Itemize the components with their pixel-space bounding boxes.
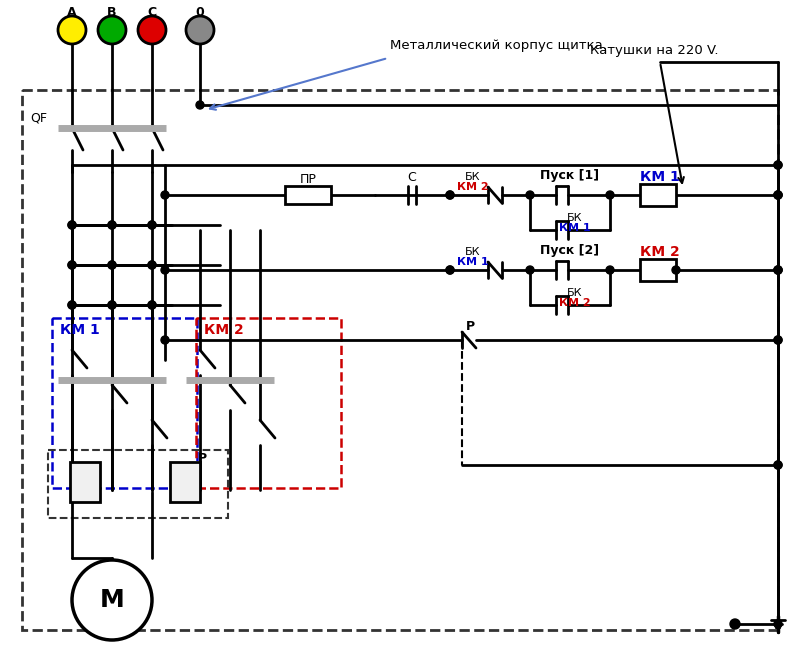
Text: КМ 2: КМ 2 xyxy=(204,323,244,337)
Text: КМ 2: КМ 2 xyxy=(640,245,680,259)
Circle shape xyxy=(68,301,76,309)
Circle shape xyxy=(148,261,156,269)
Bar xyxy=(285,186,331,204)
Circle shape xyxy=(161,266,169,274)
Bar xyxy=(70,462,100,502)
Bar xyxy=(640,184,676,206)
Text: Пуск [1]: Пуск [1] xyxy=(541,168,599,182)
Bar xyxy=(196,318,341,488)
Circle shape xyxy=(98,16,126,44)
Circle shape xyxy=(774,461,782,469)
Text: БК: БК xyxy=(567,213,582,223)
Circle shape xyxy=(446,191,454,199)
Circle shape xyxy=(108,221,116,229)
Text: КМ 1: КМ 1 xyxy=(457,257,489,267)
Circle shape xyxy=(774,336,782,344)
Circle shape xyxy=(774,266,782,274)
Circle shape xyxy=(774,161,782,169)
Circle shape xyxy=(774,620,782,628)
Circle shape xyxy=(68,301,76,309)
Circle shape xyxy=(774,191,782,199)
Circle shape xyxy=(108,221,116,229)
Circle shape xyxy=(148,301,156,309)
Circle shape xyxy=(672,266,680,274)
Text: Металлический корпус щитка.: Металлический корпус щитка. xyxy=(390,38,607,52)
Text: БК: БК xyxy=(567,288,582,298)
Circle shape xyxy=(108,301,116,309)
Circle shape xyxy=(774,336,782,344)
Circle shape xyxy=(446,266,454,274)
Text: В: В xyxy=(107,5,117,19)
Text: А: А xyxy=(67,5,77,19)
Circle shape xyxy=(148,301,156,309)
Text: ПР: ПР xyxy=(299,172,317,186)
Circle shape xyxy=(446,266,454,274)
Circle shape xyxy=(138,16,166,44)
Text: Катушки на 220 V.: Катушки на 220 V. xyxy=(590,44,718,56)
Circle shape xyxy=(148,221,156,229)
Text: КМ 1: КМ 1 xyxy=(559,223,591,233)
Circle shape xyxy=(68,261,76,269)
Bar xyxy=(48,450,228,518)
Circle shape xyxy=(606,191,614,199)
Circle shape xyxy=(526,191,534,199)
Text: КМ 1: КМ 1 xyxy=(640,170,680,184)
Circle shape xyxy=(72,560,152,640)
Circle shape xyxy=(774,191,782,199)
Circle shape xyxy=(526,266,534,274)
Text: 0: 0 xyxy=(196,5,204,19)
Circle shape xyxy=(446,191,454,199)
Circle shape xyxy=(196,101,204,109)
Text: QF: QF xyxy=(30,111,47,125)
Circle shape xyxy=(68,221,76,229)
Text: Пуск [2]: Пуск [2] xyxy=(541,243,599,257)
Circle shape xyxy=(68,221,76,229)
Circle shape xyxy=(58,16,86,44)
Circle shape xyxy=(774,266,782,274)
Text: С: С xyxy=(408,170,416,184)
Circle shape xyxy=(774,191,782,199)
Circle shape xyxy=(108,261,116,269)
Circle shape xyxy=(108,261,116,269)
Text: КМ 2: КМ 2 xyxy=(559,298,591,308)
Circle shape xyxy=(730,619,740,629)
Circle shape xyxy=(161,336,169,344)
Text: КМ 1: КМ 1 xyxy=(60,323,100,337)
Circle shape xyxy=(774,161,782,169)
Text: М: М xyxy=(100,588,124,612)
Circle shape xyxy=(68,261,76,269)
Text: Р: Р xyxy=(466,320,474,332)
Circle shape xyxy=(108,301,116,309)
Text: Р: Р xyxy=(198,452,207,464)
Bar xyxy=(52,318,197,488)
Text: БК: БК xyxy=(466,247,481,257)
Circle shape xyxy=(148,221,156,229)
Text: КМ 2: КМ 2 xyxy=(457,182,489,192)
Text: С: С xyxy=(147,5,157,19)
Circle shape xyxy=(774,461,782,469)
Circle shape xyxy=(606,266,614,274)
Circle shape xyxy=(186,16,214,44)
Bar xyxy=(640,259,676,281)
Bar xyxy=(170,462,200,502)
Circle shape xyxy=(774,266,782,274)
Bar xyxy=(22,90,778,630)
Text: БК: БК xyxy=(466,172,481,182)
Circle shape xyxy=(148,261,156,269)
Circle shape xyxy=(161,191,169,199)
